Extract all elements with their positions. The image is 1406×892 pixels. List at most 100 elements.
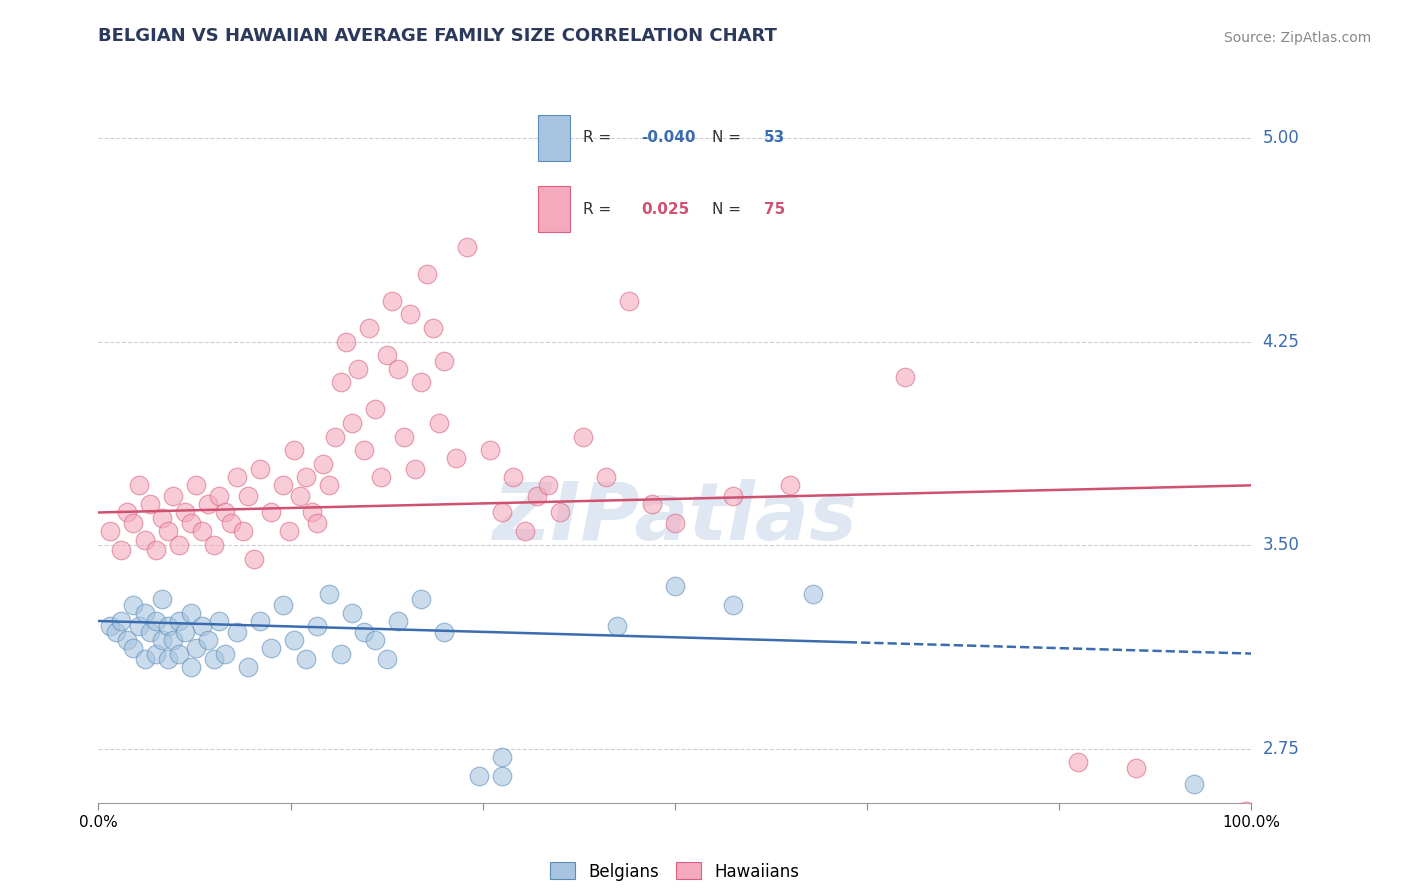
Point <box>128 478 150 492</box>
Point <box>104 624 127 639</box>
Point <box>801 587 824 601</box>
Point <box>145 647 167 661</box>
Point <box>156 524 179 539</box>
Point <box>156 652 179 666</box>
Point <box>231 524 254 539</box>
Point <box>197 497 219 511</box>
Point <box>353 443 375 458</box>
Point <box>491 506 513 520</box>
Point <box>526 489 548 503</box>
Point <box>664 579 686 593</box>
Point <box>335 334 357 349</box>
Point <box>375 348 398 362</box>
Point <box>117 632 139 647</box>
Point <box>134 652 156 666</box>
Point <box>225 624 247 639</box>
Point <box>894 369 917 384</box>
Point <box>277 524 299 539</box>
Point <box>491 749 513 764</box>
Point <box>571 429 593 443</box>
Point <box>260 641 283 656</box>
Point <box>295 652 318 666</box>
Point <box>398 307 420 321</box>
Point <box>202 652 225 666</box>
Text: 3.50: 3.50 <box>1263 536 1299 554</box>
Point <box>167 647 190 661</box>
Text: BELGIAN VS HAWAIIAN AVERAGE FAMILY SIZE CORRELATION CHART: BELGIAN VS HAWAIIAN AVERAGE FAMILY SIZE … <box>98 27 778 45</box>
Point <box>150 592 173 607</box>
Text: 2.75: 2.75 <box>1263 739 1299 757</box>
Point <box>381 293 404 308</box>
Legend: Belgians, Hawaiians: Belgians, Hawaiians <box>544 855 806 888</box>
Point <box>416 267 439 281</box>
Point <box>721 598 744 612</box>
Point <box>329 376 352 390</box>
Point <box>186 478 208 492</box>
Point <box>191 619 214 633</box>
Point <box>295 470 318 484</box>
Point <box>139 624 162 639</box>
Point <box>329 647 352 661</box>
Point <box>134 533 156 547</box>
Point <box>271 598 294 612</box>
Point <box>359 321 381 335</box>
Point <box>353 624 375 639</box>
Point <box>186 641 208 656</box>
Text: Source: ZipAtlas.com: Source: ZipAtlas.com <box>1223 30 1371 45</box>
Point <box>174 624 197 639</box>
Point <box>318 587 340 601</box>
Point <box>283 632 305 647</box>
Point <box>491 769 513 783</box>
Point <box>162 489 184 503</box>
Point <box>411 376 433 390</box>
Point <box>145 543 167 558</box>
Point <box>128 619 150 633</box>
Point <box>208 614 231 628</box>
Point <box>145 614 167 628</box>
Point <box>312 457 335 471</box>
Point <box>392 429 415 443</box>
Point <box>110 614 132 628</box>
Point <box>180 606 202 620</box>
Point <box>238 489 260 503</box>
Point <box>243 551 266 566</box>
Point <box>307 619 329 633</box>
Point <box>307 516 329 531</box>
Point <box>139 497 162 511</box>
Point <box>364 632 387 647</box>
Point <box>238 660 260 674</box>
Point <box>595 470 617 484</box>
Point <box>225 470 247 484</box>
Point <box>422 321 444 335</box>
Point <box>548 506 571 520</box>
Point <box>117 506 139 520</box>
Point <box>249 462 271 476</box>
Point <box>387 614 409 628</box>
Point <box>1234 804 1257 818</box>
Point <box>387 361 409 376</box>
Point <box>1182 777 1205 791</box>
Point <box>433 353 456 368</box>
Point <box>468 769 491 783</box>
Point <box>98 524 121 539</box>
Point <box>479 443 502 458</box>
Point <box>98 619 121 633</box>
Point <box>202 538 225 552</box>
Point <box>617 293 640 308</box>
Point <box>502 470 524 484</box>
Point <box>444 451 467 466</box>
Point <box>110 543 132 558</box>
Point <box>134 606 156 620</box>
Text: 4.25: 4.25 <box>1263 333 1299 351</box>
Point <box>301 506 323 520</box>
Point <box>214 506 236 520</box>
Point <box>208 489 231 503</box>
Point <box>779 478 801 492</box>
Point <box>174 506 197 520</box>
Point <box>340 416 363 430</box>
Point <box>197 632 219 647</box>
Point <box>606 619 628 633</box>
Point <box>150 511 173 525</box>
Point <box>641 497 664 511</box>
Point <box>260 506 283 520</box>
